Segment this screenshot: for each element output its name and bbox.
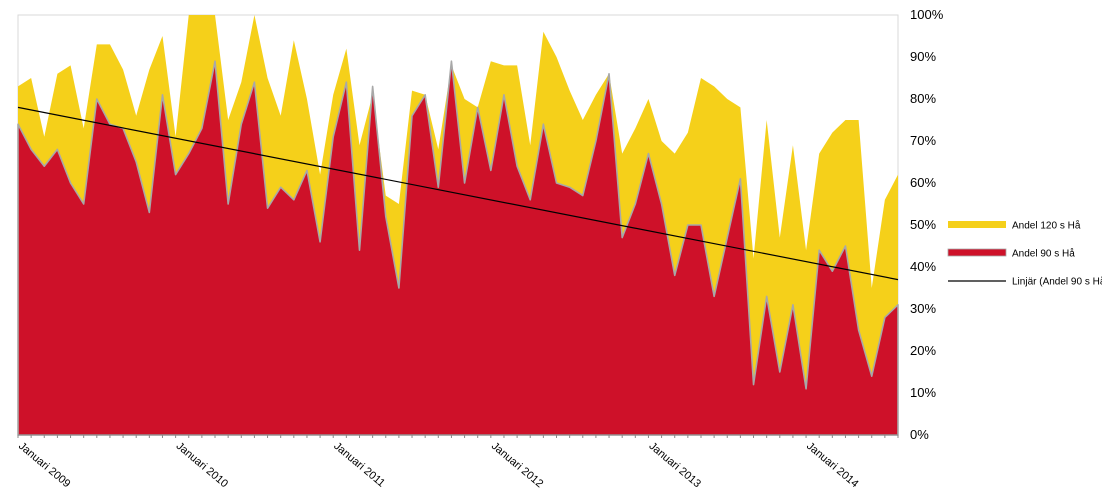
y-tick-label: 100% bbox=[910, 7, 944, 22]
linear-trendline bbox=[17, 106, 899, 281]
y-tick-label: 80% bbox=[910, 91, 936, 106]
y-tick-label: 50% bbox=[910, 217, 936, 232]
x-tick-label: Januari 2010 bbox=[174, 440, 230, 490]
y-tick-label: 90% bbox=[910, 49, 936, 64]
y-tick-label: 30% bbox=[910, 301, 936, 316]
legend: Andel 120 s Hå Andel 90 s Hå Linjär (Andel… bbox=[947, 220, 1102, 288]
y-tick-label: 60% bbox=[910, 175, 936, 190]
x-axis-ticks bbox=[17, 435, 899, 438]
y-tick-label: 0% bbox=[910, 427, 929, 442]
series-layer bbox=[17, 15, 899, 436]
legend-andel-90-label: Andel 90 s Hå bbox=[1012, 248, 1075, 260]
legend-andel-120-swatch bbox=[948, 221, 1006, 228]
y-tick-label: 10% bbox=[910, 385, 936, 400]
legend-trendline-label: Linjär (Andel 90 s Hå) bbox=[1012, 276, 1102, 288]
legend-andel-120-label: Andel 120 s Hå bbox=[1012, 220, 1081, 232]
y-tick-label: 70% bbox=[910, 133, 936, 148]
series-andel-90-area bbox=[17, 60, 899, 436]
x-tick-label: Januari 2011 bbox=[331, 440, 387, 490]
x-tick-label: Januari 2014 bbox=[804, 440, 860, 490]
x-tick-label: Januari 2009 bbox=[16, 440, 72, 490]
x-tick-label: Januari 2012 bbox=[489, 440, 545, 490]
y-tick-label: 40% bbox=[910, 259, 936, 274]
y-axis: 0% 10% 20% 30% 40% 50% 60% 70% 80% 90% 100% bbox=[910, 7, 944, 442]
x-axis: Januari 2009 Januari 2010 Januari 2011 Janu… bbox=[16, 440, 861, 490]
legend-andel-90-swatch bbox=[947, 248, 1007, 257]
plot-area bbox=[17, 14, 899, 438]
x-tick-label: Januari 2013 bbox=[647, 440, 703, 490]
y-tick-label: 20% bbox=[910, 343, 936, 358]
